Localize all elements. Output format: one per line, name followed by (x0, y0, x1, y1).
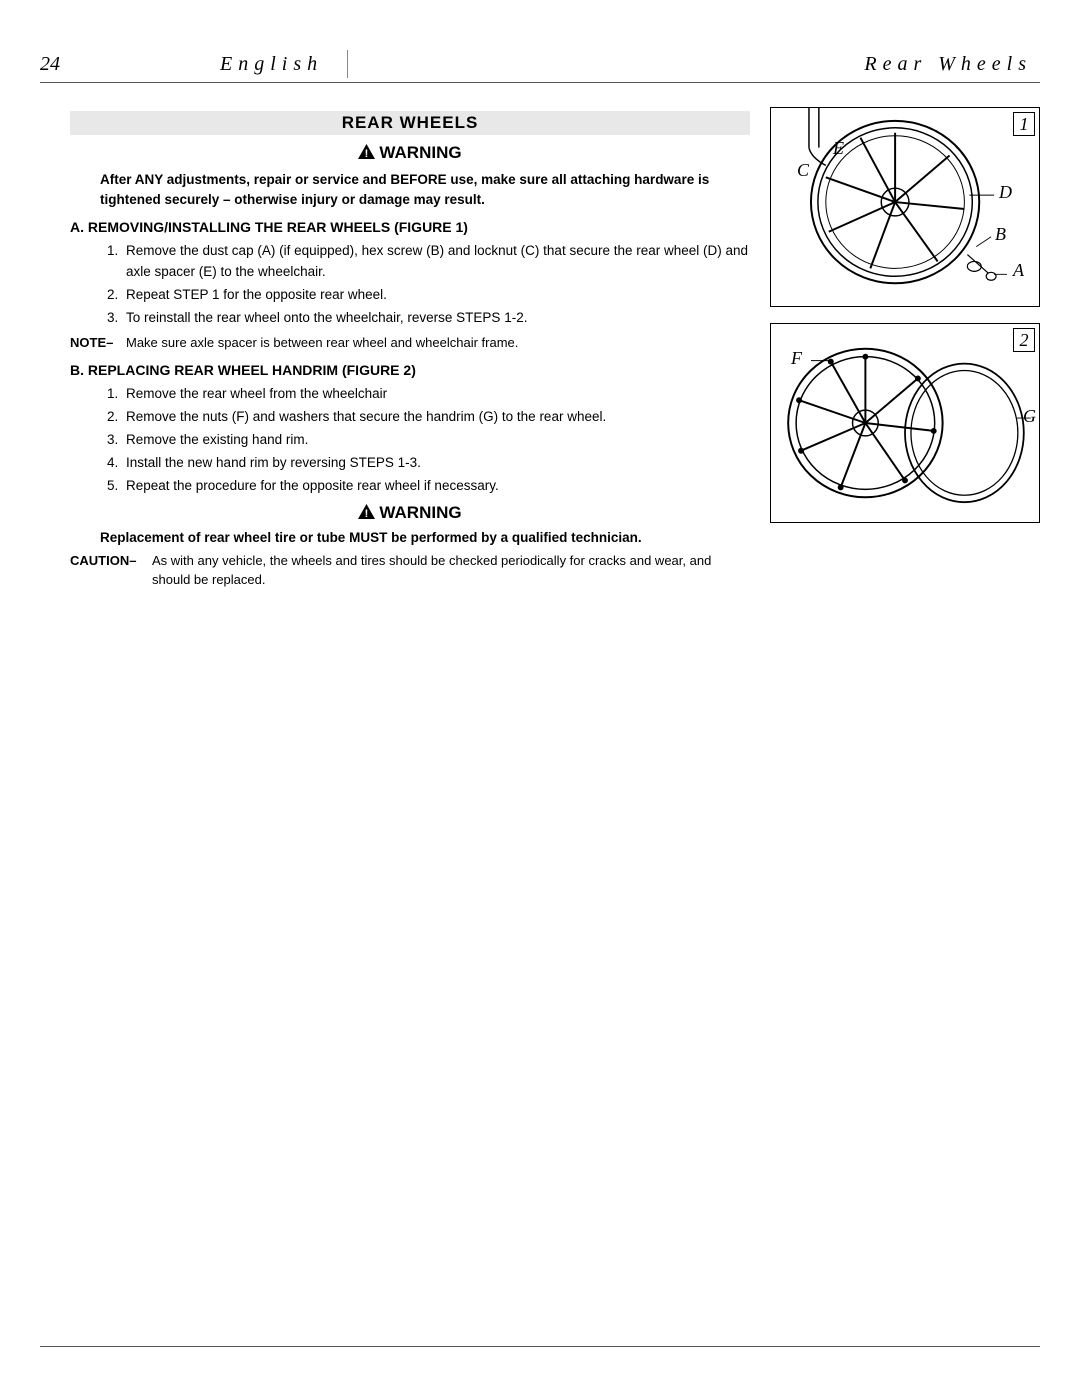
step: Remove the existing hand rim. (122, 430, 750, 451)
section-b-heading: B. REPLACING REAR WHEEL HANDRIM (FIGURE … (70, 362, 750, 378)
header-divider (347, 50, 348, 78)
svg-text:!: ! (365, 148, 369, 159)
warning-heading-1: ! WARNING (70, 143, 750, 164)
page-number: 24 (40, 53, 100, 76)
step: Repeat the procedure for the opposite re… (122, 476, 750, 497)
figure-number: 2 (1013, 328, 1035, 352)
step: Repeat STEP 1 for the opposite rear whee… (122, 285, 750, 306)
fig1-label-B: B (995, 224, 1006, 245)
step: Remove the dust cap (A) (if equipped), h… (122, 241, 750, 283)
figure-1-svg (771, 108, 1039, 306)
page-header: 24 English Rear Wheels (40, 50, 1040, 83)
footer-rule (40, 1346, 1040, 1347)
section-a-steps: Remove the dust cap (A) (if equipped), h… (70, 241, 750, 329)
warning-icon: ! (358, 504, 375, 524)
figure-1: 1 (770, 107, 1040, 307)
content-column: REAR WHEELS ! WARNING After ANY adjustme… (40, 107, 750, 594)
page-title: REAR WHEELS (70, 111, 750, 135)
fig1-label-C: C (797, 160, 809, 181)
warning-icon: ! (358, 144, 375, 164)
header-section-title: Rear Wheels (864, 53, 1040, 76)
figure-2-svg (771, 324, 1039, 522)
note-label: NOTE– (70, 333, 126, 353)
step: Install the new hand rim by reversing ST… (122, 453, 750, 474)
fig1-label-A: A (1013, 260, 1024, 281)
warning-1-text: After ANY adjustments, repair or service… (70, 170, 750, 209)
fig1-label-D: D (999, 182, 1012, 203)
fig2-label-F: F (791, 348, 802, 369)
section-a-heading: A. REMOVING/INSTALLING THE REAR WHEELS (… (70, 219, 750, 235)
figure-number: 1 (1013, 112, 1035, 136)
caution-label: CAUTION– (70, 551, 152, 590)
step: Remove the rear wheel from the wheelchai… (122, 384, 750, 405)
warning-label: WARNING (379, 143, 461, 162)
section-b-steps: Remove the rear wheel from the wheelchai… (70, 384, 750, 497)
step: Remove the nuts (F) and washers that sec… (122, 407, 750, 428)
caution-text: As with any vehicle, the wheels and tire… (152, 551, 750, 590)
svg-text:!: ! (365, 508, 369, 519)
figures-column: 1 (770, 107, 1040, 594)
warning-label: WARNING (379, 503, 461, 522)
fig1-label-E: E (833, 138, 844, 159)
warning-2-text: Replacement of rear wheel tire or tube M… (70, 530, 750, 545)
note-text: Make sure axle spacer is between rear wh… (126, 333, 518, 353)
caution-row: CAUTION– As with any vehicle, the wheels… (70, 551, 750, 590)
header-language: English (100, 53, 323, 76)
fig2-label-G: G (1023, 406, 1036, 427)
section-a-note: NOTE– Make sure axle spacer is between r… (70, 333, 750, 353)
step: To reinstall the rear wheel onto the whe… (122, 308, 750, 329)
figure-2: 2 (770, 323, 1040, 523)
warning-heading-2: ! WARNING (70, 503, 750, 524)
